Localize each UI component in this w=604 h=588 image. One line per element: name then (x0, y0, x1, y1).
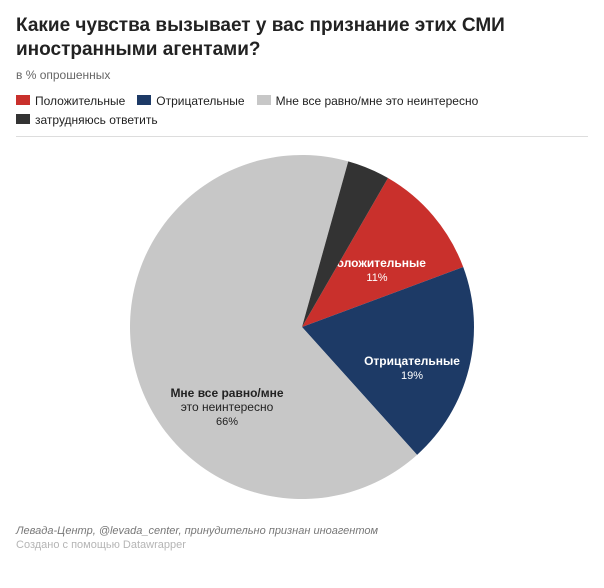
slice-value: 66% (216, 416, 238, 428)
pie-chart: Положительные 11% Отрицательные 19% Мне все … (102, 145, 502, 517)
legend-item: Отрицательные (137, 92, 244, 111)
legend-swatch (257, 95, 271, 105)
legend-item: затрудняюсь ответить (16, 111, 158, 130)
legend: Положительные Отрицательные Мне все равно/… (16, 92, 588, 130)
slice-label: Положительные (328, 256, 426, 270)
slice-label: это неинтересно (181, 400, 274, 414)
chart-subtitle: в % опрошенных (16, 68, 588, 82)
legend-swatch (137, 95, 151, 105)
chart-title: Какие чувства вызывает у вас признание э… (16, 14, 588, 62)
legend-label: Положительные (35, 94, 125, 108)
legend-label: Мне все равно/мне это неинтересно (276, 94, 479, 108)
credit-note: Создано с помощью Datawrapper (16, 539, 588, 551)
source-note: Левада-Центр, @levada_center, принудител… (16, 525, 588, 537)
legend-label: затрудняюсь ответить (35, 113, 158, 127)
legend-item: Положительные (16, 92, 125, 111)
legend-swatch (16, 114, 30, 124)
legend-item: Мне все равно/мне это неинтересно (257, 92, 479, 111)
slice-label: Отрицательные (364, 354, 460, 368)
slice-value: 11% (366, 272, 387, 284)
divider (16, 136, 588, 137)
legend-swatch (16, 95, 30, 105)
legend-label: Отрицательные (156, 94, 244, 108)
slice-value: 19% (401, 370, 423, 382)
slice-label: Мне все равно/мне (170, 386, 283, 400)
